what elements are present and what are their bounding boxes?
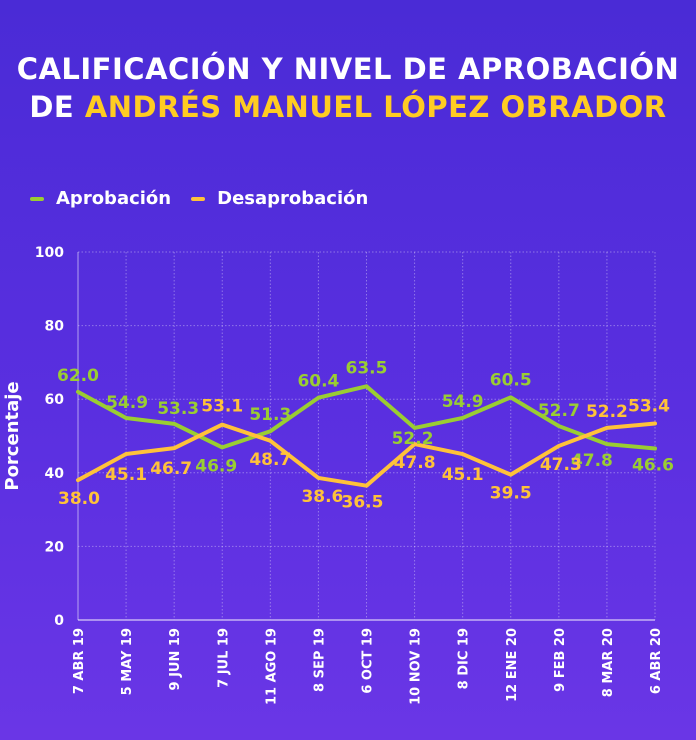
data-label-desaprobacion: 36.5	[342, 493, 384, 513]
x-tick-label: 11 AGO 19	[264, 628, 279, 705]
data-label-desaprobacion: 38.0	[58, 489, 100, 509]
legend-item-aprobacion: Aprobación	[30, 188, 171, 209]
x-tick-label: 12 ENE 20	[505, 628, 520, 702]
series-line-desaprobacion	[76, 421, 657, 488]
x-tick-label: 6 ABR 20	[649, 628, 664, 694]
chart-title: CALIFICACIÓN Y NIVEL DE APROBACIÓN DE AN…	[0, 50, 696, 126]
data-label-aprobacion: 60.4	[297, 372, 339, 392]
x-tick-label: 9 JUN 19	[168, 628, 183, 690]
data-label-aprobacion: 47.8	[571, 451, 613, 471]
x-tick-label: 7 ABR 19	[72, 628, 87, 694]
data-label-aprobacion: 52.2	[392, 429, 434, 449]
legend-label-aprobacion: Aprobación	[56, 188, 172, 209]
data-label-desaprobacion: 45.1	[105, 465, 147, 485]
data-label-aprobacion: 62.0	[57, 366, 99, 386]
x-tick-label: 8 DIC 19	[457, 628, 472, 689]
legend-item-desaprobacion: Desaprobación	[191, 188, 368, 209]
x-tick-label: 9 FEB 20	[553, 628, 568, 692]
y-tick-label: 40	[45, 466, 65, 482]
legend-swatch-desaprobacion	[191, 196, 206, 201]
x-tick-label: 7 JUL 19	[216, 628, 231, 688]
x-tick-label: 10 NOV 19	[409, 628, 424, 705]
y-tick-label: 0	[54, 613, 64, 629]
data-label-aprobacion: 52.7	[538, 401, 580, 421]
title-line-2-highlight: ANDRÉS MANUEL LÓPEZ OBRADOR	[84, 90, 667, 124]
data-label-aprobacion: 46.6	[632, 456, 674, 476]
data-label-aprobacion: 46.9	[195, 456, 237, 476]
y-tick-label: 80	[45, 319, 65, 335]
legend-swatch-aprobacion	[30, 196, 44, 201]
x-tick-label: 6 OCT 19	[361, 628, 376, 694]
x-tick-label: 5 MAY 19	[120, 628, 135, 695]
data-label-aprobacion: 51.3	[249, 405, 291, 425]
data-label-desaprobacion: 53.4	[628, 396, 670, 416]
data-label-desaprobacion: 45.1	[442, 465, 484, 485]
data-label-aprobacion: 60.5	[490, 370, 532, 390]
data-label-desaprobacion: 46.7	[150, 459, 192, 479]
data-label-desaprobacion: 38.6	[301, 487, 343, 507]
data-label-aprobacion: 54.9	[442, 392, 484, 412]
series-line-aprobacion	[76, 384, 657, 451]
title-line-1: CALIFICACIÓN Y NIVEL DE APROBACIÓN	[16, 52, 680, 86]
title-line-2-prefix: DE	[29, 90, 85, 124]
data-label-desaprobacion: 39.5	[490, 484, 532, 504]
y-axis-title: Porcentaje	[2, 381, 23, 490]
y-tick-label: 60	[45, 392, 65, 408]
title-line-2: DE ANDRÉS MANUEL LÓPEZ OBRADOR	[0, 88, 696, 126]
data-label-aprobacion: 54.9	[106, 393, 148, 413]
data-label-desaprobacion: 53.1	[201, 397, 243, 417]
legend-label-desaprobacion: Desaprobación	[217, 188, 369, 209]
x-tick-label: 8 MAR 20	[601, 628, 616, 697]
x-tick-label: 8 SEP 19	[312, 628, 327, 692]
legend: Aprobación Desaprobación	[30, 188, 388, 209]
data-label-desaprobacion: 48.7	[249, 450, 291, 470]
data-label-desaprobacion: 52.2	[586, 402, 628, 422]
data-label-desaprobacion: 47.3	[540, 455, 582, 475]
data-label-aprobacion: 53.3	[157, 399, 199, 419]
data-label-desaprobacion: 47.8	[394, 453, 436, 473]
y-tick-label: 20	[45, 539, 65, 555]
data-label-aprobacion: 63.5	[346, 358, 388, 378]
y-tick-label: 100	[35, 245, 64, 261]
